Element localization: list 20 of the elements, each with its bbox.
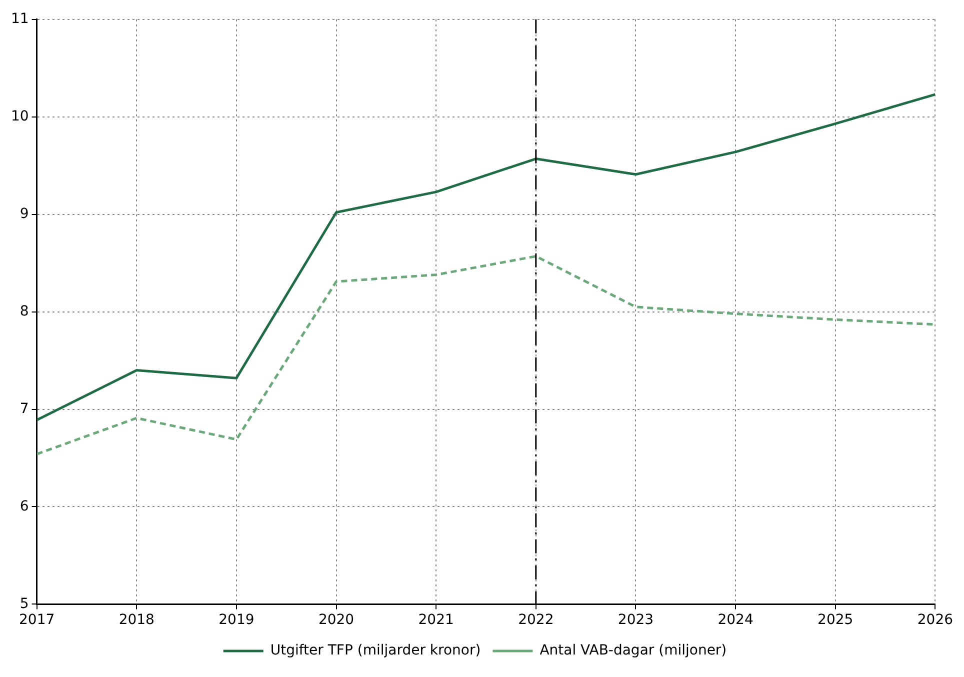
x-tick-label: 2024	[718, 612, 754, 628]
legend-label: Antal VAB-dagar (miljoner)	[540, 642, 727, 659]
y-tick-label: 10	[10, 108, 29, 125]
x-tick-label: 2020	[318, 612, 354, 628]
x-tick-label: 2018	[118, 612, 154, 628]
x-tick-label: 2026	[917, 612, 954, 628]
line-series	[36, 254, 936, 456]
x-tick-label: 2019	[218, 612, 254, 628]
y-tick-label: 6	[20, 498, 29, 514]
y-tick-label: 9	[20, 206, 29, 222]
y-tick-label: 7	[20, 400, 29, 417]
legend-label: Utgifter TFP (miljarder kronor)	[270, 642, 481, 659]
x-tick-label: 2021	[418, 612, 454, 628]
x-tick-label: 2017	[18, 612, 55, 628]
y-tick-label: 11	[10, 11, 29, 28]
y-tick-label: 8	[20, 303, 29, 320]
x-tick-label: 2022	[518, 612, 554, 628]
x-tick-label: 2023	[618, 612, 654, 628]
x-tick-label: 2025	[818, 612, 854, 628]
y-tick-label: 5	[20, 596, 29, 612]
